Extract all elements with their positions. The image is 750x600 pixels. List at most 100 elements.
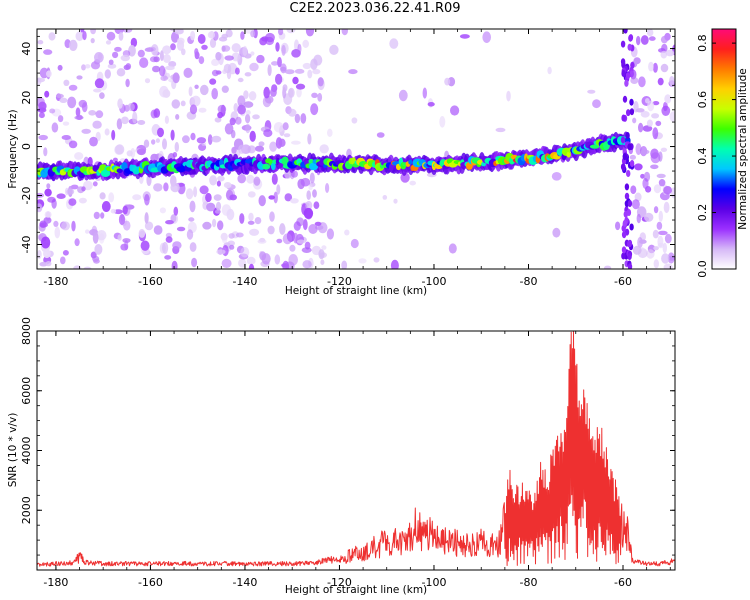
spectrogram-noise-blob (90, 61, 101, 70)
spectrogram-noise-blob (652, 127, 659, 140)
spectrogram-noise-blob (308, 184, 313, 191)
spectrogram-edge-streak (627, 43, 632, 51)
spectrogram-noise-blob (205, 192, 212, 203)
x-tick-label: -100 (421, 576, 446, 589)
spectrogram-noise-blob (663, 201, 670, 214)
spectrogram-noise-blob (663, 263, 673, 269)
spectrogram-noise-blob (93, 88, 102, 93)
spectrogram-noise-blob (276, 184, 281, 195)
spectrogram-band-core (566, 151, 571, 158)
spectrogram-noise-blob (307, 69, 313, 79)
spectrogram-noise-blob (307, 133, 312, 145)
spectrogram-noise-blob (188, 217, 195, 222)
spectrogram-noise-blob (162, 241, 169, 254)
spectrogram-edge-streak (624, 183, 630, 191)
spectrogram-noise-blob (68, 198, 77, 206)
spectrogram-noise-blob (660, 50, 668, 59)
spectrogram-noise-blob (235, 67, 240, 75)
spectrogram-noise-blob (646, 249, 655, 259)
spectrogram-noise-blob (162, 138, 167, 150)
spectrogram-noise-blob (165, 220, 174, 225)
spectrogram-noise-blob (61, 135, 71, 140)
spectrogram-noise-blob (107, 63, 117, 69)
spectrogram-noise-blob (634, 163, 643, 171)
spectrogram-noise-blob (118, 32, 124, 41)
spectrogram-noise-blob (207, 134, 213, 146)
spectrogram-noise-blob (317, 77, 324, 87)
spectrogram-noise-blob (174, 141, 179, 153)
spectrogram-noise-blob (217, 175, 225, 182)
spectrogram-noise-blob (255, 145, 264, 152)
spectrogram-noise-blob (302, 260, 312, 269)
spectrogram-noise-blob (655, 120, 662, 127)
spectrogram-noise-blob (296, 239, 306, 244)
spectrogram-noise-blob (38, 112, 45, 119)
spectrogram-noise-blob (66, 188, 75, 195)
spectrogram-noise-blob (237, 104, 246, 115)
x-tick-label: -80 (520, 576, 538, 589)
x-tick-label: -100 (421, 275, 446, 288)
spectrogram-noise-blob (245, 123, 251, 134)
spectrogram-noise-blob (209, 175, 218, 186)
spectrogram-noise-blob (159, 65, 166, 77)
spectrogram-noise-blob (48, 32, 56, 41)
spectrogram-noise-blob (114, 46, 122, 52)
spectrogram-noise-blob (82, 30, 87, 41)
spectrogram-noise-blob (90, 251, 97, 259)
spectrogram-noise-blob (327, 128, 333, 137)
spectrogram-noise-blob (652, 101, 660, 106)
spectrogram-noise-blob (194, 84, 199, 90)
spectrogram-noise-blob (83, 266, 92, 269)
spectrogram-noise-blob (273, 122, 284, 133)
spectrogram-noise-blob (291, 140, 301, 145)
spectrogram-noise-blob (117, 234, 122, 241)
spectrogram-noise-blob (647, 100, 655, 112)
spectrogram-noise-blob (165, 236, 173, 243)
spectrogram-noise-blob (660, 35, 668, 44)
spectrogram-noise-blob (291, 49, 301, 58)
spectrogram-edge-streak (620, 40, 626, 48)
spectrogram-noise-blob (231, 43, 241, 53)
spectrogram-noise-blob (319, 144, 329, 154)
x-tick-label: -60 (614, 275, 632, 288)
spectrogram-noise-blob (115, 144, 125, 155)
spectrogram-noise-blob (409, 180, 417, 186)
spectrogram-noise-blob (90, 38, 95, 44)
spectrogram-noise-blob (376, 132, 385, 138)
spectrogram-noise-blob (85, 229, 90, 234)
spectrogram-noise-blob (393, 198, 398, 204)
spectrogram-noise-blob (646, 29, 654, 37)
spectrogram-noise-blob (663, 101, 668, 112)
spectrogram-noise-blob (282, 122, 289, 131)
spectrogram-noise-blob (665, 49, 675, 57)
spectrogram-noise-blob (37, 40, 44, 45)
spectrogram-noise-blob (303, 207, 314, 219)
spectrogram-noise-blob (196, 137, 207, 144)
spectrogram-noise-blob (640, 111, 650, 118)
spectrogram-noise-blob (551, 172, 562, 181)
spectrogram-noise-blob (648, 36, 656, 41)
spectrogram-noise-blob (318, 249, 325, 260)
spectrogram-noise-blob (650, 152, 661, 164)
spectrogram-noise-blob (229, 117, 236, 126)
spectrogram-noise-blob (638, 122, 644, 133)
spectrogram-noise-blob (108, 59, 114, 65)
spectrogram-noise-blob (229, 194, 237, 201)
spectrogram-noise-blob (60, 256, 66, 265)
spectrogram-noise-blob (288, 87, 295, 98)
spectrogram-noise-blob (450, 105, 460, 116)
spectrogram-noise-blob (630, 185, 637, 194)
spectrogram-noise-blob (669, 111, 675, 122)
spectrogram-noise-blob (660, 63, 669, 73)
spectrogram-noise-blob (267, 225, 275, 235)
spectrogram-noise-blob (214, 117, 222, 123)
spectrogram-noise-blob (95, 110, 104, 119)
spectrogram-noise-blob (293, 221, 301, 231)
spectrogram-noise-blob (506, 90, 511, 102)
spectrogram-noise-blob (263, 86, 271, 99)
spectrogram-edge-streak (630, 61, 635, 69)
spectrogram-edge-streak (627, 143, 632, 151)
spectrogram-noise-blob (222, 69, 227, 75)
colorbar-tick-label: 0.2 (696, 204, 709, 222)
spectrogram-noise-blob (54, 226, 61, 239)
